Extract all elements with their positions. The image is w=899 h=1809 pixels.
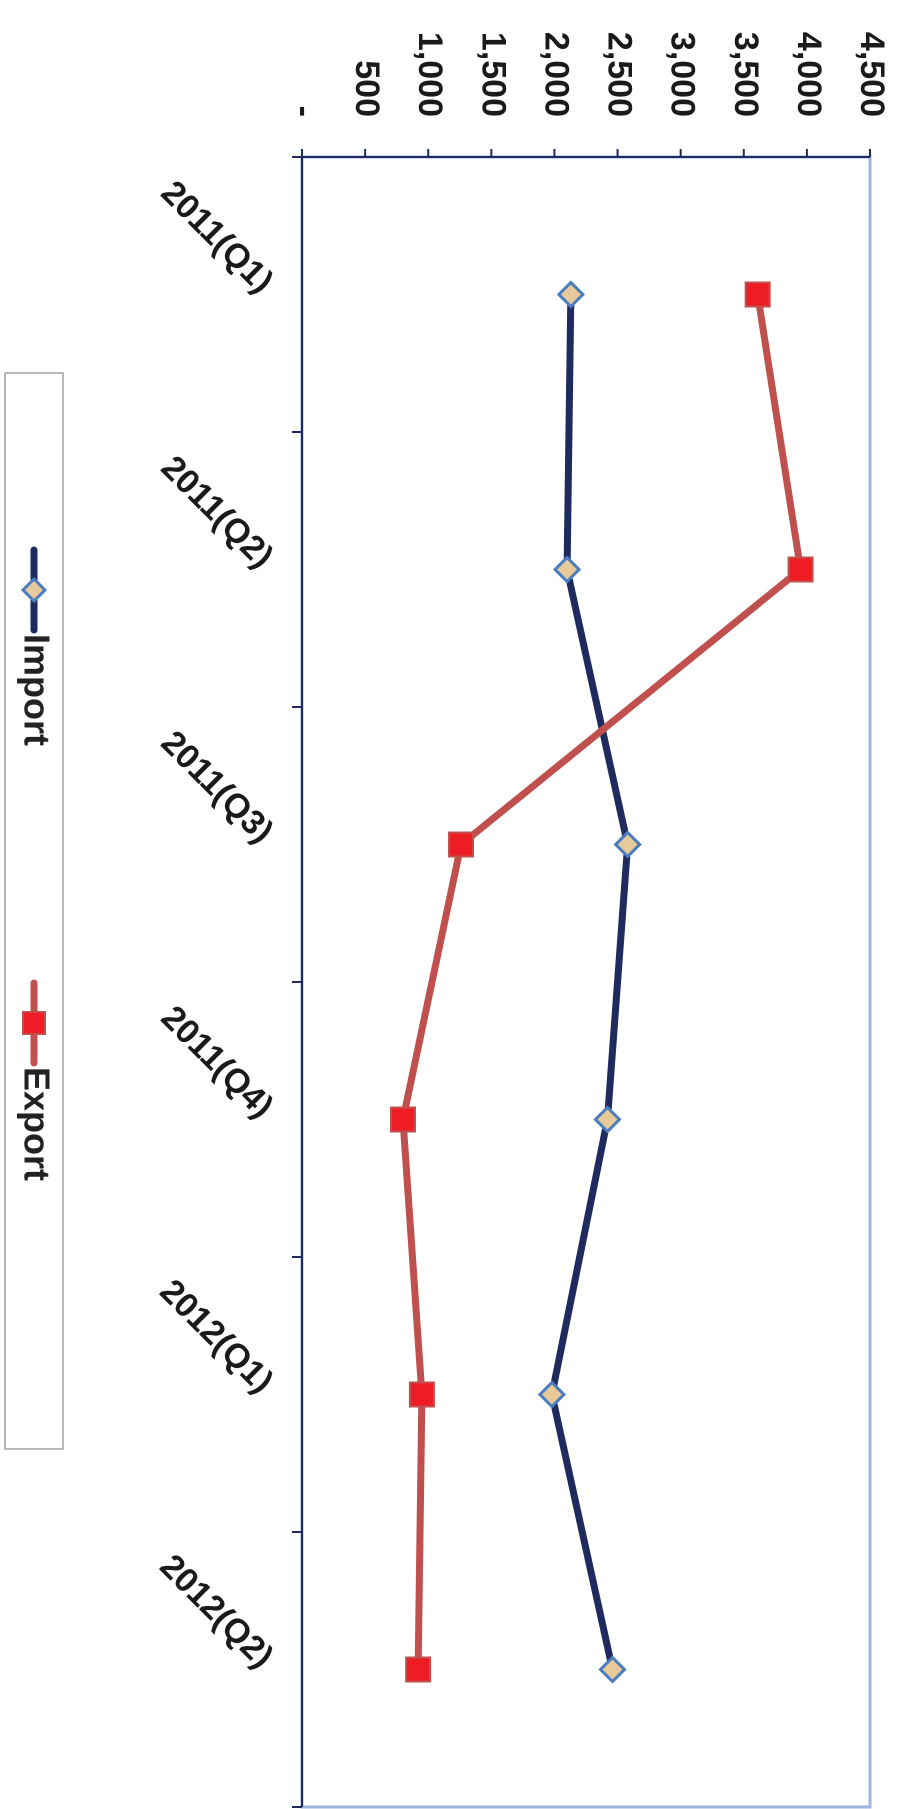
data-point-export [405,1656,432,1683]
series-line-export [399,293,805,1670]
data-point-import [556,280,585,309]
data-point-export [787,556,814,583]
legend-marker-import [20,576,48,604]
category-axis-label: 2011(Q2) [154,448,281,575]
category-axis-label: 2011(Q4) [154,998,281,1125]
value-axis-label: 3,000 [664,32,702,117]
value-axis-label: 4,500 [853,32,891,117]
value-axis-label: 3,500 [727,32,765,117]
series-line-import [548,294,632,1671]
legend-label-export: Export [16,1067,57,1181]
value-axis-label: 1,500 [474,32,512,117]
data-point-export [389,1106,416,1133]
legend: Import Export [4,372,64,1450]
value-axis-label: 1,000 [411,32,449,117]
data-point-import [598,1655,627,1684]
category-axis-label: 2012(Q1) [152,1272,280,1400]
data-point-export [408,1381,435,1408]
legend-box [4,372,64,1450]
value-axis-labels: - 500 1,000 1,500 2,000 2,500 3,000 3,500 4,000 4… [285,32,891,117]
data-point-import [613,830,642,859]
plot-area [300,155,872,1809]
category-axis-label: 2011(Q1) [154,173,281,300]
data-point-import [537,1380,567,1409]
category-axis-labels: 2011(Q1) 2011(Q2) 2011(Q3) 2011(Q4) 2012(Q1)… [152,173,280,1675]
value-axis-label: - [285,106,323,117]
data-point-export [448,831,475,858]
category-axis-label: 2012(Q2) [152,1547,280,1675]
value-axis-label: 2,500 [601,32,639,117]
data-point-import [552,555,582,584]
legend-marker-export [22,1011,46,1035]
legend-label-import: Import [16,634,57,746]
category-axis-ticks [292,156,302,1808]
value-axis-label: 500 [348,60,386,117]
value-axis-label: 2,000 [537,32,575,117]
value-axis-label: 4,000 [790,32,828,117]
data-point-export [744,281,771,308]
series-layer [389,280,814,1684]
category-axis-label: 2011(Q3) [154,723,281,850]
value-axis-ticks [301,149,871,157]
data-point-import [593,1105,622,1134]
